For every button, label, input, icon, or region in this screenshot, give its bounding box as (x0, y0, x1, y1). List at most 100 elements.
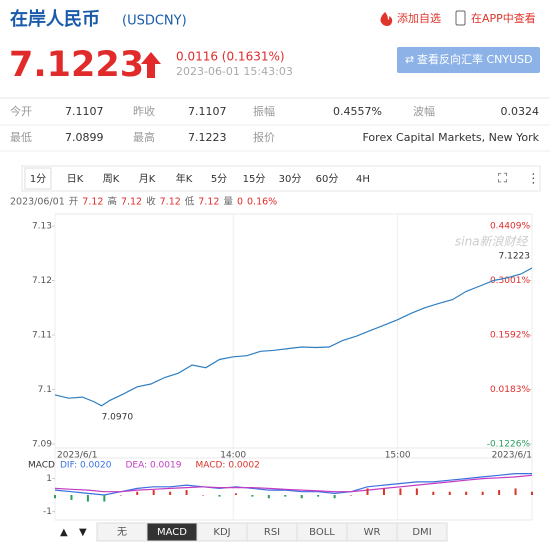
stat-label: 振幅 (253, 104, 275, 118)
stat-value: 0.0324 (501, 105, 540, 118)
period-tab[interactable]: 月K (139, 173, 156, 185)
stat-label: 今开 (10, 104, 32, 118)
reverse-button[interactable] (397, 47, 540, 73)
indicator-tab[interactable]: BOLL (309, 527, 335, 538)
macd-bar (382, 488, 385, 495)
y-tick-label: 7.09 (32, 440, 52, 450)
macd-bar (119, 495, 122, 496)
stat-label: 昨收 (133, 104, 155, 118)
macd-bar (498, 490, 501, 495)
macd-bar (103, 495, 106, 502)
macd-bar (54, 495, 56, 499)
y2-tick-label: 0.1592% (490, 330, 530, 340)
indicator-title: MACD (28, 461, 55, 471)
indicator-tab-box[interactable] (396, 522, 448, 542)
view-app[interactable]: 在APP中查看 (471, 11, 536, 25)
stat-label: 波幅 (413, 105, 435, 118)
macd-bar (333, 495, 336, 499)
indicator-tab[interactable]: RSI (264, 527, 280, 538)
watermark: sina新浪财经 (455, 235, 530, 249)
series-line (54, 473, 532, 496)
macd-bar (152, 490, 155, 495)
period-tab[interactable]: 60分 (316, 173, 339, 185)
ohlc-text: 0.16% (247, 197, 277, 208)
macd-bar (284, 495, 287, 497)
stat-value: 7.1223 (188, 131, 227, 144)
time: 2023-06-01 15:43:03 (176, 65, 293, 78)
macd-bar (350, 495, 353, 496)
period-tab[interactable]: 5分 (211, 173, 227, 185)
stat-value: 0.4557% (333, 105, 382, 118)
ohlc-text: 0 (237, 197, 243, 208)
fullscreen-icon[interactable]: ⛶ (497, 172, 508, 187)
annotation: 7.0970 (102, 412, 134, 422)
macd-bar (465, 491, 468, 495)
macd-bar (86, 495, 89, 502)
stat-value: 7.0899 (65, 131, 104, 144)
ohlc-text: 7.12 (160, 197, 181, 208)
x-tick-label: 14:00 (220, 451, 246, 461)
up-arrow (141, 52, 161, 78)
tab-bar (21, 165, 541, 192)
macd-bar (514, 488, 517, 495)
macd-bar (448, 491, 451, 495)
phone-icon (455, 10, 466, 26)
ohlc-text: 低 (185, 196, 195, 208)
macd-bar (432, 491, 435, 495)
stat-value: Forex Capital Markets, New York (363, 131, 540, 144)
period-tab[interactable]: 1分 (30, 173, 46, 185)
legend-entry: MACD: 0.0002 (195, 461, 259, 471)
period-tab[interactable]: 15分 (243, 173, 266, 185)
macd-bar (366, 488, 369, 495)
macd-bar (317, 495, 320, 497)
ohlc-text: 收 (146, 196, 156, 208)
period-tab[interactable]: 4H (356, 174, 370, 185)
indicator-tab[interactable]: DMI (412, 527, 431, 538)
stat-label: 报价 (253, 130, 275, 144)
series-line (54, 267, 533, 407)
macd-bar (70, 495, 73, 500)
period-tab[interactable]: 周K (103, 173, 120, 185)
ohlc-text: 量 (223, 197, 233, 208)
macd-bar (481, 491, 484, 495)
macd-bar (531, 491, 533, 495)
y2-tick-label: 0.0183% (490, 385, 530, 395)
indicator-tab[interactable]: MACD (157, 527, 187, 538)
down-button[interactable]: ▼ (79, 527, 87, 538)
code: (USDCNY) (122, 14, 187, 29)
period-tab[interactable]: 日K (67, 174, 84, 185)
macd-bar (399, 488, 402, 495)
ohlc-text: 7.12 (82, 197, 103, 208)
change: 0.0116 (0.1631%) (176, 50, 285, 64)
add-watch[interactable]: 添加自选 (397, 11, 441, 25)
up-button[interactable]: ▲ (60, 527, 68, 538)
macd-bar (218, 495, 221, 497)
active-tab (24, 167, 52, 190)
macd-bar (251, 495, 254, 497)
stat-value: 7.1107 (188, 105, 227, 118)
ohlc-text: 7.12 (198, 197, 219, 208)
period-tab[interactable]: 30分 (279, 173, 302, 185)
stat-label: 最高 (133, 130, 155, 144)
macd-bar (300, 495, 303, 499)
series-line (54, 474, 533, 493)
y-tick-label: 7.13 (32, 222, 52, 232)
more-icon[interactable]: ⋮ (527, 172, 540, 187)
reverse-button-label[interactable]: 查看反向汇率 CNYUSD (417, 52, 533, 66)
ohlc-text: 高 (107, 196, 117, 208)
indicator-tab[interactable]: KDJ (213, 527, 230, 538)
period-tab[interactable]: 年K (176, 172, 193, 185)
macd-bar (415, 488, 418, 495)
swap-icon: ⇄ (405, 53, 414, 66)
x-tick-label: 2023/6/1 (492, 451, 532, 461)
y-tick-label: 1 (46, 474, 52, 484)
y-tick-label: 7.12 (32, 276, 52, 286)
y2-tick-label: 0.3001% (490, 276, 530, 286)
indicator-tab[interactable]: WR (364, 527, 381, 538)
indicator-tab[interactable]: 无 (117, 527, 127, 538)
y2-tick-label: -0.1226% (487, 440, 531, 450)
x-tick-label: 15:00 (385, 451, 411, 461)
stat-value: 7.1107 (65, 105, 104, 118)
